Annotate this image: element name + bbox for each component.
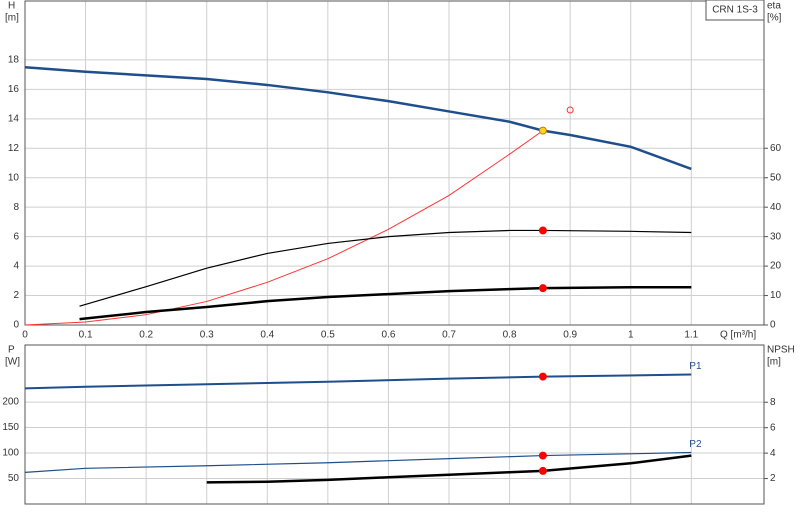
operating-point (538, 372, 547, 381)
operating-point (538, 466, 547, 475)
y2-axis-title: NPSH (767, 345, 795, 356)
y-tick-label: 14 (8, 113, 20, 124)
y2-tick-label: 4 (770, 448, 776, 459)
x-tick-label: 1 (628, 330, 634, 341)
x-tick-label: 0.1 (79, 330, 93, 341)
x-axis-title: Q [m³/h] (720, 330, 756, 341)
y-tick-label: 16 (8, 84, 20, 95)
y-tick-label: 4 (13, 261, 19, 272)
operating-point (538, 226, 547, 235)
y-tick-label: 10 (8, 172, 20, 183)
series-line (24, 373, 692, 390)
x-tick-label: 0.3 (200, 330, 214, 341)
y-tick-label: 12 (8, 143, 20, 154)
series-line (79, 286, 692, 321)
series-label: P2 (689, 439, 702, 450)
x-tick-label: 0.9 (563, 330, 577, 341)
series-line (79, 229, 692, 307)
y2-tick-label: 50 (770, 172, 782, 183)
y2-tick-label: 30 (770, 231, 782, 242)
y-axis-title: P (8, 345, 15, 356)
y-tick-label: 200 (2, 397, 19, 408)
plot-frame (24, 0, 765, 326)
y2-axis-unit: [m] (767, 357, 781, 368)
x-tick-label: 0 (22, 330, 28, 341)
x-tick-label: 0.6 (381, 330, 395, 341)
y-tick-label: 50 (8, 473, 20, 484)
y2-tick-label: 0 (770, 320, 776, 331)
x-tick-label: 0.7 (442, 330, 456, 341)
x-tick-label: 1.1 (684, 330, 698, 341)
x-tick-label: 0.2 (139, 330, 153, 341)
y2-axis-unit: [%] (767, 13, 782, 24)
y-axis-unit: [m] (5, 13, 19, 24)
y2-tick-label: 40 (770, 202, 782, 213)
y-tick-label: 6 (13, 231, 19, 242)
series-line (24, 66, 692, 171)
y-tick-label: 100 (2, 448, 19, 459)
y2-tick-label: 2 (770, 473, 776, 484)
y-tick-label: 18 (8, 55, 20, 66)
y2-tick-label: 20 (770, 261, 782, 272)
y2-axis-title: eta (767, 1, 781, 12)
y2-tick-label: 10 (770, 290, 782, 301)
y2-tick-label: 8 (770, 397, 776, 408)
y-axis-title: H (8, 1, 15, 12)
label-text: CRN 1S-3 (712, 5, 758, 16)
y-tick-label: 8 (13, 202, 19, 213)
y2-tick-label: 6 (770, 422, 776, 433)
label-box (705, 0, 765, 21)
x-tick-label: 0.4 (260, 330, 274, 341)
y-axis-unit: [W] (5, 357, 20, 368)
operating-point (538, 284, 547, 293)
plot-frame (24, 344, 765, 505)
x-tick-label: 0.5 (321, 330, 335, 341)
series-line (24, 130, 544, 326)
operating-point (566, 106, 574, 114)
operating-point (538, 126, 547, 135)
y2-tick-label: 60 (770, 143, 782, 154)
series-line (206, 454, 692, 484)
x-tick-label: 0.8 (503, 330, 517, 341)
y-tick-label: 0 (13, 320, 19, 331)
operating-point (538, 451, 547, 460)
series-label: P1 (689, 361, 702, 372)
y-tick-label: 2 (13, 290, 19, 301)
series-line (24, 451, 692, 474)
y-tick-label: 150 (2, 422, 19, 433)
